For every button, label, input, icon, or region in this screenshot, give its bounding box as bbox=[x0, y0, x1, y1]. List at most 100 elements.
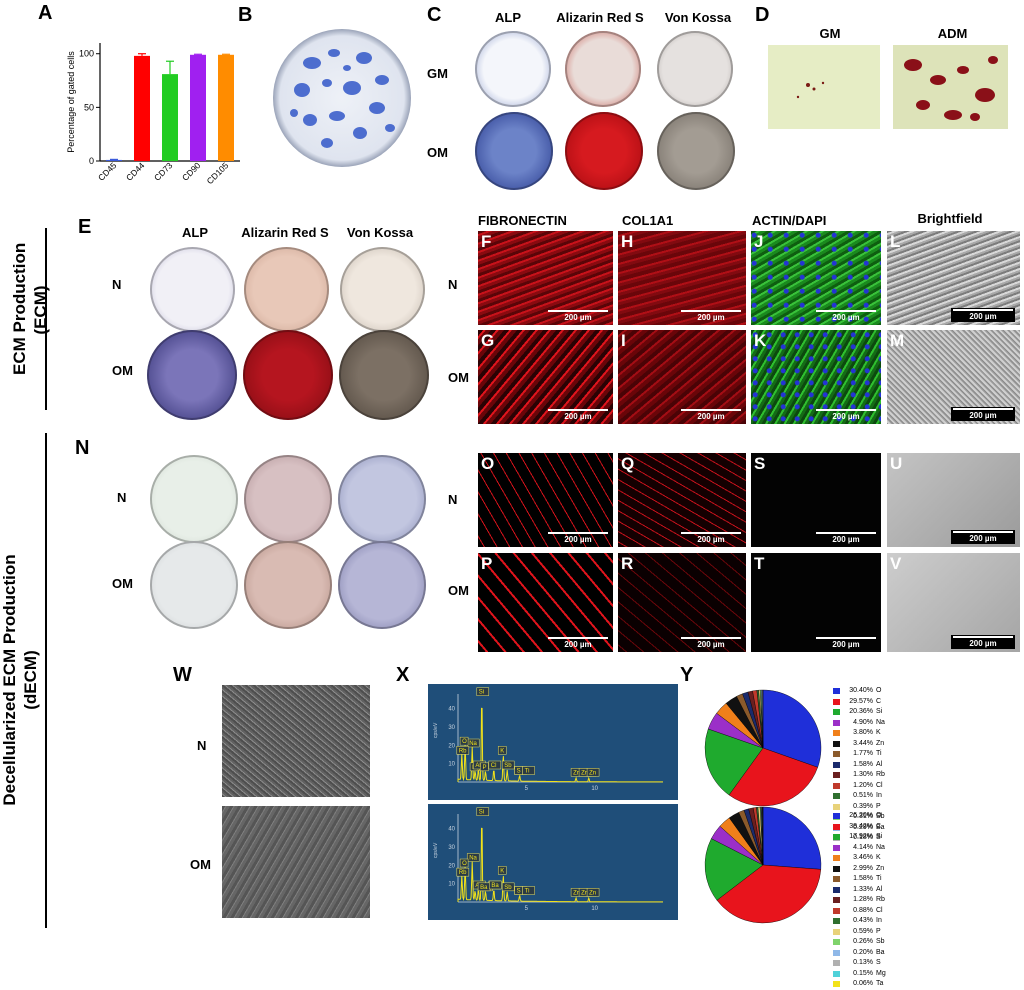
y-tick-label: 50 bbox=[84, 102, 94, 112]
if-panel-o: O 200 µm bbox=[478, 453, 613, 547]
peak-label-p: P bbox=[480, 763, 488, 771]
x-tick-label: 10 bbox=[591, 906, 598, 912]
scale-bar-label: 200 µm bbox=[832, 412, 859, 421]
legend-entry-zn: 2.99%Zn bbox=[833, 864, 886, 875]
scale-bar-label: 200 µm bbox=[832, 313, 859, 322]
legend-percent: 0.51% bbox=[843, 791, 873, 802]
peak-label-text: Si bbox=[479, 690, 484, 696]
legend-swatch bbox=[833, 866, 840, 872]
legend-percent: 3.46% bbox=[843, 853, 873, 864]
legend-element: Si bbox=[876, 832, 882, 843]
peak-label-zn: Zn bbox=[587, 888, 599, 896]
scale-bar-label: 200 µm bbox=[969, 312, 996, 321]
legend-element: Ti bbox=[876, 749, 882, 760]
legend-percent: 1.28% bbox=[843, 895, 873, 906]
legend-swatch bbox=[833, 981, 840, 987]
legend-element: C bbox=[876, 697, 881, 708]
peak-label-si: Si bbox=[477, 808, 489, 816]
row-label-c-gm: GM bbox=[427, 66, 448, 81]
legend-percent: 17.92% bbox=[843, 832, 873, 843]
legend-swatch bbox=[833, 730, 840, 736]
panel-label-n: N bbox=[75, 437, 89, 460]
y-tick-label: 30 bbox=[448, 845, 455, 851]
legend-percent: 29.57% bbox=[843, 697, 873, 708]
legend-element: Cl bbox=[876, 906, 883, 917]
legend-swatch bbox=[833, 876, 840, 882]
micrograph-d-gm bbox=[768, 45, 880, 129]
legend-swatch bbox=[833, 950, 840, 956]
panel-label-d: D bbox=[755, 4, 769, 27]
section-divider-decm bbox=[45, 433, 47, 928]
if-panel-h: H 200 µm bbox=[618, 231, 746, 325]
legend-percent: 20.36% bbox=[843, 707, 873, 718]
peak-label-ba: Ba bbox=[478, 883, 490, 891]
peak-label-text: Na bbox=[469, 856, 477, 862]
peak-label-text: K bbox=[500, 868, 504, 874]
if-panel-r: R 200 µm bbox=[618, 553, 746, 652]
row-label-e-om: OM bbox=[112, 363, 133, 378]
peak-label-na: Na bbox=[467, 739, 479, 747]
peak-label-zn: Zn bbox=[587, 768, 599, 776]
legend-percent: 0.15% bbox=[843, 969, 873, 980]
peak-label-k: K bbox=[498, 746, 506, 754]
scale-bar-j: 200 µm bbox=[816, 310, 876, 322]
dish-c-om-alp bbox=[475, 112, 553, 190]
dish-n-om-von-kossa bbox=[338, 541, 426, 629]
peak-label-rb: Rb bbox=[457, 868, 469, 876]
legend-swatch bbox=[833, 855, 840, 861]
peak-label-na: Na bbox=[467, 854, 479, 862]
x-tick-label: 10 bbox=[591, 786, 598, 792]
peak-label-ti: Ti bbox=[523, 767, 535, 775]
row-label-c-om: OM bbox=[427, 145, 448, 160]
scale-bar-u: 200 µm bbox=[951, 530, 1015, 544]
peak-label-text: Al bbox=[475, 763, 480, 769]
dish-c-gm-alp bbox=[475, 31, 551, 107]
scale-bar-label: 200 µm bbox=[697, 412, 724, 421]
header-fibronectin: FIBRONECTIN bbox=[478, 213, 613, 228]
legend-entry-si: 20.36%Si bbox=[833, 707, 885, 718]
panel-label-e: E bbox=[78, 216, 91, 239]
legend-element: In bbox=[876, 916, 882, 927]
legend-element: Mg bbox=[876, 969, 886, 980]
panel-label-x: X bbox=[396, 664, 409, 687]
legend-swatch bbox=[833, 813, 840, 819]
legend-percent: 1.20% bbox=[843, 781, 873, 792]
scale-bar-i: 200 µm bbox=[681, 409, 741, 421]
row-label-e-n: N bbox=[112, 277, 121, 292]
header-e-alp: ALP bbox=[160, 225, 230, 240]
y-axis-label: Percentage of gated cells bbox=[66, 51, 76, 153]
peak-label-text: Zn bbox=[589, 890, 596, 896]
y-tick-label: 0 bbox=[89, 156, 94, 166]
legend-swatch bbox=[833, 720, 840, 726]
peak-label-si: Si bbox=[477, 688, 489, 696]
y-tick-label: 40 bbox=[448, 707, 455, 713]
legend-swatch bbox=[833, 824, 840, 830]
peak-label-text: Ba bbox=[480, 885, 488, 891]
legend-swatch bbox=[833, 834, 840, 840]
scale-bar-label: 200 µm bbox=[564, 313, 591, 322]
eds-spectrum-n: 10203040510cps/eVSiNaOCZnTiMgAlPClSKInRb… bbox=[428, 684, 678, 800]
scale-bar-label: 200 µm bbox=[832, 535, 859, 544]
legend-entry-na: 4.14%Na bbox=[833, 843, 886, 854]
peak-label-text: Sb bbox=[504, 885, 512, 891]
x-tick-label: CD105 bbox=[205, 160, 231, 186]
dish-n-n-alp bbox=[150, 455, 238, 543]
row-label-w-n: N bbox=[197, 738, 206, 753]
panel-label-y: Y bbox=[680, 664, 693, 687]
scale-bar-label: 200 µm bbox=[697, 640, 724, 649]
panel-label-c: C bbox=[427, 4, 441, 27]
micrograph-d-adm bbox=[893, 45, 1008, 129]
scale-bar-l: 200 µm bbox=[951, 308, 1015, 322]
dish-e-n-alizarin bbox=[244, 247, 329, 332]
legend-entry-cl: 1.20%Cl bbox=[833, 781, 885, 792]
legend-entry-zn: 3.44%Zn bbox=[833, 739, 885, 750]
scale-bar-label: 200 µm bbox=[564, 535, 591, 544]
scale-bar-label: 200 µm bbox=[969, 534, 996, 543]
legend-element: Sb bbox=[876, 937, 885, 948]
legend-percent: 1.58% bbox=[843, 760, 873, 771]
legend-entry-in: 0.51%In bbox=[833, 791, 885, 802]
peak-label-s: S bbox=[515, 887, 523, 895]
peak-label-text: S bbox=[517, 769, 521, 775]
x-tick-label: CD45 bbox=[96, 160, 119, 183]
